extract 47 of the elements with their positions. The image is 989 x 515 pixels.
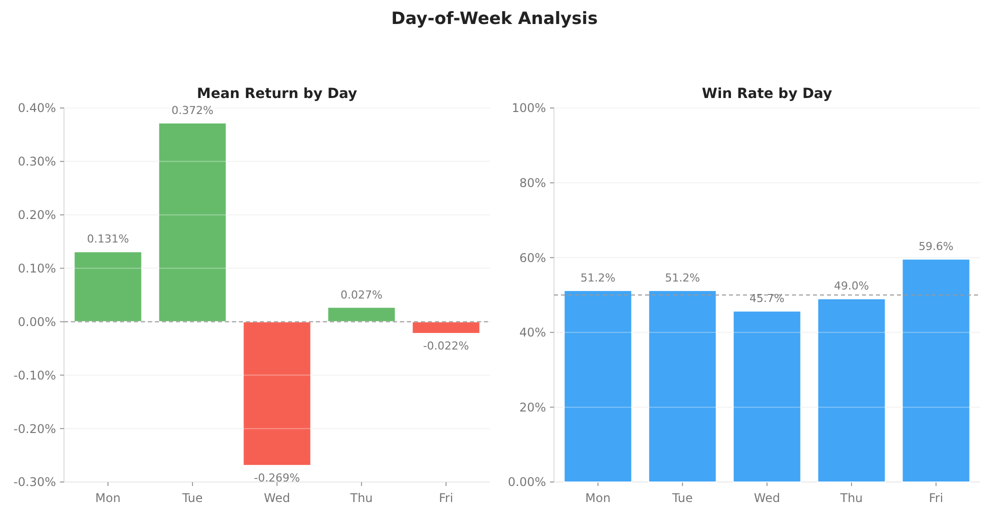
bar xyxy=(412,321,480,334)
y-tick-label: 20% xyxy=(519,400,546,414)
data-label: 49.0% xyxy=(834,280,869,293)
data-label: -0.022% xyxy=(423,339,470,352)
y-tick-label: -0.30% xyxy=(14,475,56,490)
bar xyxy=(648,290,717,482)
y-tick-label: 0.00% xyxy=(18,314,56,329)
data-label: 0.372% xyxy=(172,104,214,117)
y-tick-label: 100% xyxy=(512,101,546,116)
bar xyxy=(242,321,312,466)
data-label: 0.027% xyxy=(340,288,382,302)
x-tick-label: Mon xyxy=(585,491,611,505)
y-tick-label: 0.20% xyxy=(18,208,56,222)
y-tick-label: -0.20% xyxy=(14,422,56,436)
x-tick-label: Wed xyxy=(754,491,780,505)
x-tick-label: Mon xyxy=(95,491,121,505)
data-label: -0.269% xyxy=(254,471,300,484)
bar xyxy=(158,122,227,322)
x-tick-label: Tue xyxy=(181,491,203,505)
bar xyxy=(817,298,886,482)
data-label: 0.131% xyxy=(86,232,129,246)
bar xyxy=(327,306,396,322)
y-tick-label: 0.00% xyxy=(508,475,546,490)
data-label: 45.7% xyxy=(750,292,784,306)
data-label: 51.2% xyxy=(665,272,700,285)
bar xyxy=(74,251,142,322)
y-tick-label: 0.30% xyxy=(18,154,56,169)
data-label: 51.2% xyxy=(580,272,616,285)
x-tick-label: Thu xyxy=(349,491,373,505)
y-tick-label: 80% xyxy=(519,176,546,190)
x-tick-label: Tue xyxy=(671,491,693,505)
bar xyxy=(564,290,632,482)
bar xyxy=(902,258,970,482)
y-tick-label: 60% xyxy=(519,250,546,265)
x-tick-label: Wed xyxy=(264,491,290,505)
x-tick-label: Fri xyxy=(438,491,454,505)
data-label: 59.6% xyxy=(918,240,954,254)
text: Day-of-Week Analysis xyxy=(391,9,598,29)
bar xyxy=(732,310,802,482)
chart-title: Mean Return by Day xyxy=(196,86,358,102)
y-tick-label: -0.10% xyxy=(14,368,56,382)
y-tick-label: 40% xyxy=(519,326,546,340)
y-tick-label: 0.40% xyxy=(18,101,56,116)
chart-title: Win Rate by Day xyxy=(702,86,832,102)
x-tick-label: Thu xyxy=(839,491,863,505)
y-tick-label: 0.10% xyxy=(18,261,56,276)
x-tick-label: Fri xyxy=(928,491,944,505)
